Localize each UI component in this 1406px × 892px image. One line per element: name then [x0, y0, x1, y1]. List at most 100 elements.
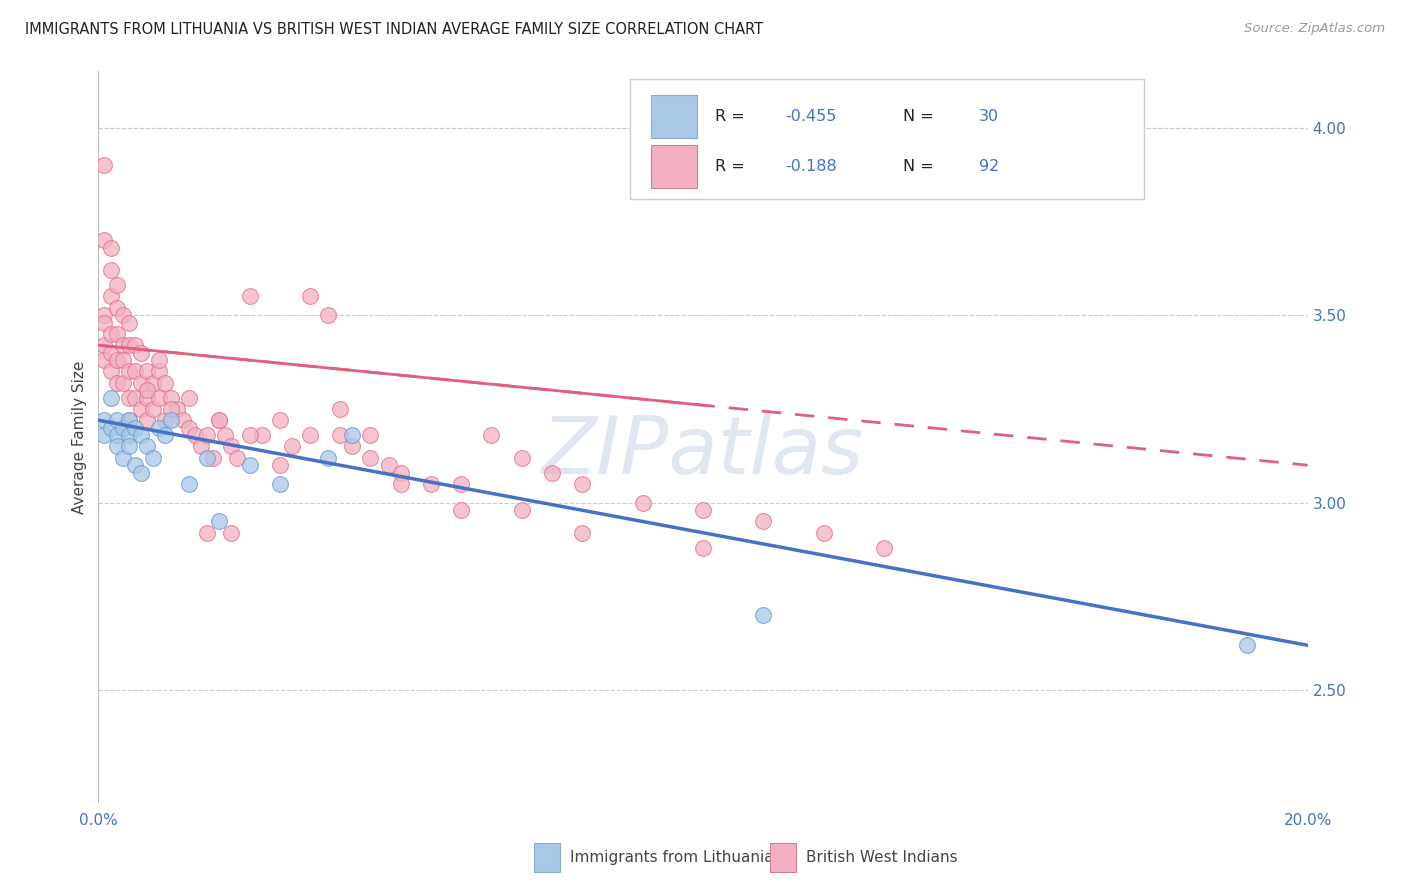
- Point: [129, 345, 152, 359]
- Point: [111, 420, 134, 434]
- Point: [118, 364, 141, 378]
- Point: [105, 353, 128, 368]
- Point: [118, 338, 141, 352]
- Point: [129, 466, 152, 480]
- Point: [105, 301, 128, 315]
- Point: [195, 450, 218, 465]
- Point: [129, 428, 152, 442]
- Point: [100, 420, 122, 434]
- Point: [93, 316, 115, 330]
- Point: [329, 428, 352, 442]
- Point: [316, 450, 339, 465]
- Point: [221, 440, 243, 454]
- Point: [360, 428, 382, 442]
- Point: [752, 608, 775, 623]
- Point: [105, 413, 128, 427]
- Point: [299, 428, 322, 442]
- Point: [111, 353, 134, 368]
- Point: [389, 477, 412, 491]
- Point: [239, 428, 262, 442]
- Point: [1236, 638, 1258, 652]
- Point: [692, 503, 714, 517]
- Point: [221, 525, 243, 540]
- Point: [166, 401, 188, 416]
- Point: [129, 401, 152, 416]
- Point: [124, 364, 146, 378]
- Text: -0.455: -0.455: [785, 109, 837, 124]
- Point: [93, 428, 115, 442]
- Point: [100, 345, 122, 359]
- Point: [571, 477, 593, 491]
- Point: [239, 458, 262, 473]
- Text: IMMIGRANTS FROM LITHUANIA VS BRITISH WEST INDIAN AVERAGE FAMILY SIZE CORRELATION: IMMIGRANTS FROM LITHUANIA VS BRITISH WES…: [25, 22, 763, 37]
- Point: [195, 428, 218, 442]
- Bar: [651, 145, 697, 187]
- Point: [184, 428, 207, 442]
- Point: [118, 413, 141, 427]
- Point: [93, 233, 115, 247]
- Point: [105, 376, 128, 390]
- Point: [208, 413, 231, 427]
- Text: ZIPatlas: ZIPatlas: [541, 413, 865, 491]
- Point: [179, 477, 201, 491]
- Point: [148, 364, 170, 378]
- Point: [148, 353, 170, 368]
- Point: [377, 458, 399, 473]
- Text: Source: ZipAtlas.com: Source: ZipAtlas.com: [1244, 22, 1385, 36]
- Point: [510, 503, 533, 517]
- Point: [450, 477, 472, 491]
- Point: [111, 450, 134, 465]
- Point: [160, 391, 183, 405]
- Point: [153, 413, 176, 427]
- Point: [160, 413, 183, 427]
- Point: [873, 541, 896, 555]
- Point: [281, 440, 304, 454]
- Point: [118, 413, 141, 427]
- Point: [329, 401, 352, 416]
- Point: [93, 158, 115, 172]
- Point: [752, 515, 775, 529]
- Point: [129, 376, 152, 390]
- Point: [631, 496, 654, 510]
- Point: [100, 391, 122, 405]
- Point: [100, 326, 122, 341]
- Point: [111, 376, 134, 390]
- Point: [105, 428, 128, 442]
- Point: [342, 440, 364, 454]
- Point: [195, 525, 218, 540]
- Text: R =: R =: [716, 109, 749, 124]
- Point: [93, 308, 115, 322]
- Point: [100, 241, 122, 255]
- Point: [135, 440, 157, 454]
- Point: [239, 289, 262, 303]
- Point: [160, 401, 183, 416]
- Point: [179, 391, 201, 405]
- Point: [135, 413, 157, 427]
- Point: [269, 413, 291, 427]
- Text: R =: R =: [716, 159, 749, 174]
- Text: N =: N =: [903, 159, 938, 174]
- Point: [692, 541, 714, 555]
- Point: [124, 338, 146, 352]
- Point: [111, 308, 134, 322]
- Point: [93, 338, 115, 352]
- Point: [142, 450, 165, 465]
- Point: [179, 420, 201, 434]
- Point: [389, 466, 412, 480]
- Y-axis label: Average Family Size: Average Family Size: [72, 360, 87, 514]
- Point: [450, 503, 472, 517]
- Point: [105, 326, 128, 341]
- Text: -0.188: -0.188: [785, 159, 837, 174]
- Point: [135, 383, 157, 397]
- Point: [342, 428, 364, 442]
- Point: [269, 477, 291, 491]
- Point: [420, 477, 443, 491]
- Bar: [534, 843, 561, 872]
- Point: [153, 376, 176, 390]
- Point: [118, 316, 141, 330]
- Point: [118, 440, 141, 454]
- Point: [208, 413, 231, 427]
- Point: [813, 525, 835, 540]
- Point: [100, 364, 122, 378]
- Point: [153, 428, 176, 442]
